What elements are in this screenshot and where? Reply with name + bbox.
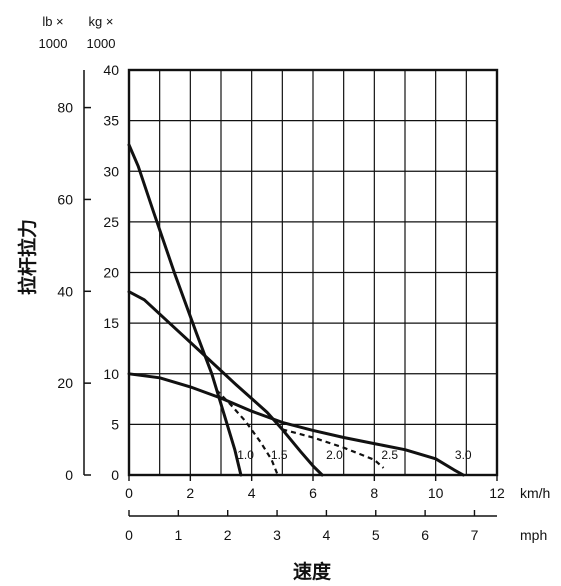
axes	[83, 68, 499, 517]
series-line-1-5	[215, 389, 279, 476]
kmh-tick-label: 2	[186, 485, 194, 501]
left-axis-tick-label: 60	[57, 191, 73, 207]
right-axis-header-line1: kg ×	[89, 14, 114, 29]
series-line-2-5	[282, 428, 385, 469]
kg-axis-tick-label: 40	[103, 62, 119, 78]
left-axis-tick-label: 20	[57, 375, 73, 391]
left-axis-tick-label: 80	[57, 100, 73, 116]
series-line-3-0	[127, 372, 465, 477]
right-axis-header-line2: 1000	[87, 36, 116, 51]
kmh-tick-label: 0	[125, 485, 133, 501]
curve-label: 2.0	[326, 448, 343, 462]
kg-axis-tick-label: 15	[103, 315, 119, 331]
left-axis-header-line2: 1000	[39, 36, 68, 51]
curve-label: 1.0	[237, 448, 254, 462]
mph-tick-label: 6	[421, 527, 429, 543]
kmh-tick-label: 12	[489, 485, 505, 501]
x-axis-title: 速度	[293, 560, 332, 583]
left-axis-tick-label: 40	[57, 283, 73, 299]
left-axis-tick-label: 0	[65, 467, 73, 483]
kmh-tick-label: 4	[248, 485, 256, 501]
mph-tick-label: 7	[471, 527, 479, 543]
curve-label: 1.5	[271, 448, 288, 462]
kg-axis-tick-label: 30	[103, 163, 119, 179]
y-axis-title: 拉杆拉力	[16, 219, 39, 295]
kg-axis-tick-label: 0	[111, 467, 119, 483]
series-line-1-0	[127, 143, 243, 477]
x-axis-unit-mph: mph	[520, 527, 547, 543]
kmh-tick-label: 10	[428, 485, 444, 501]
mph-tick-label: 4	[323, 527, 331, 543]
mph-tick-label: 1	[174, 527, 182, 543]
grid	[129, 70, 497, 475]
mph-tick-label: 0	[125, 527, 133, 543]
kg-axis-tick-label: 35	[103, 113, 119, 129]
curve-label: 2.5	[381, 448, 398, 462]
kmh-tick-label: 8	[370, 485, 378, 501]
kg-axis-tick-label: 20	[103, 265, 119, 281]
mph-tick-label: 2	[224, 527, 232, 543]
series-group	[127, 143, 465, 477]
mph-tick-label: 3	[273, 527, 281, 543]
kg-axis-tick-label: 10	[103, 366, 119, 382]
x-axis-unit-kmh: km/h	[520, 485, 550, 501]
kmh-tick-label: 6	[309, 485, 317, 501]
mph-tick-label: 5	[372, 527, 380, 543]
kg-axis-tick-label: 5	[111, 416, 119, 432]
left-axis-header-line1: lb ×	[42, 14, 63, 29]
kg-axis-tick-label: 25	[103, 214, 119, 230]
series-line-2-0	[127, 290, 324, 477]
curve-label: 3.0	[455, 448, 472, 462]
